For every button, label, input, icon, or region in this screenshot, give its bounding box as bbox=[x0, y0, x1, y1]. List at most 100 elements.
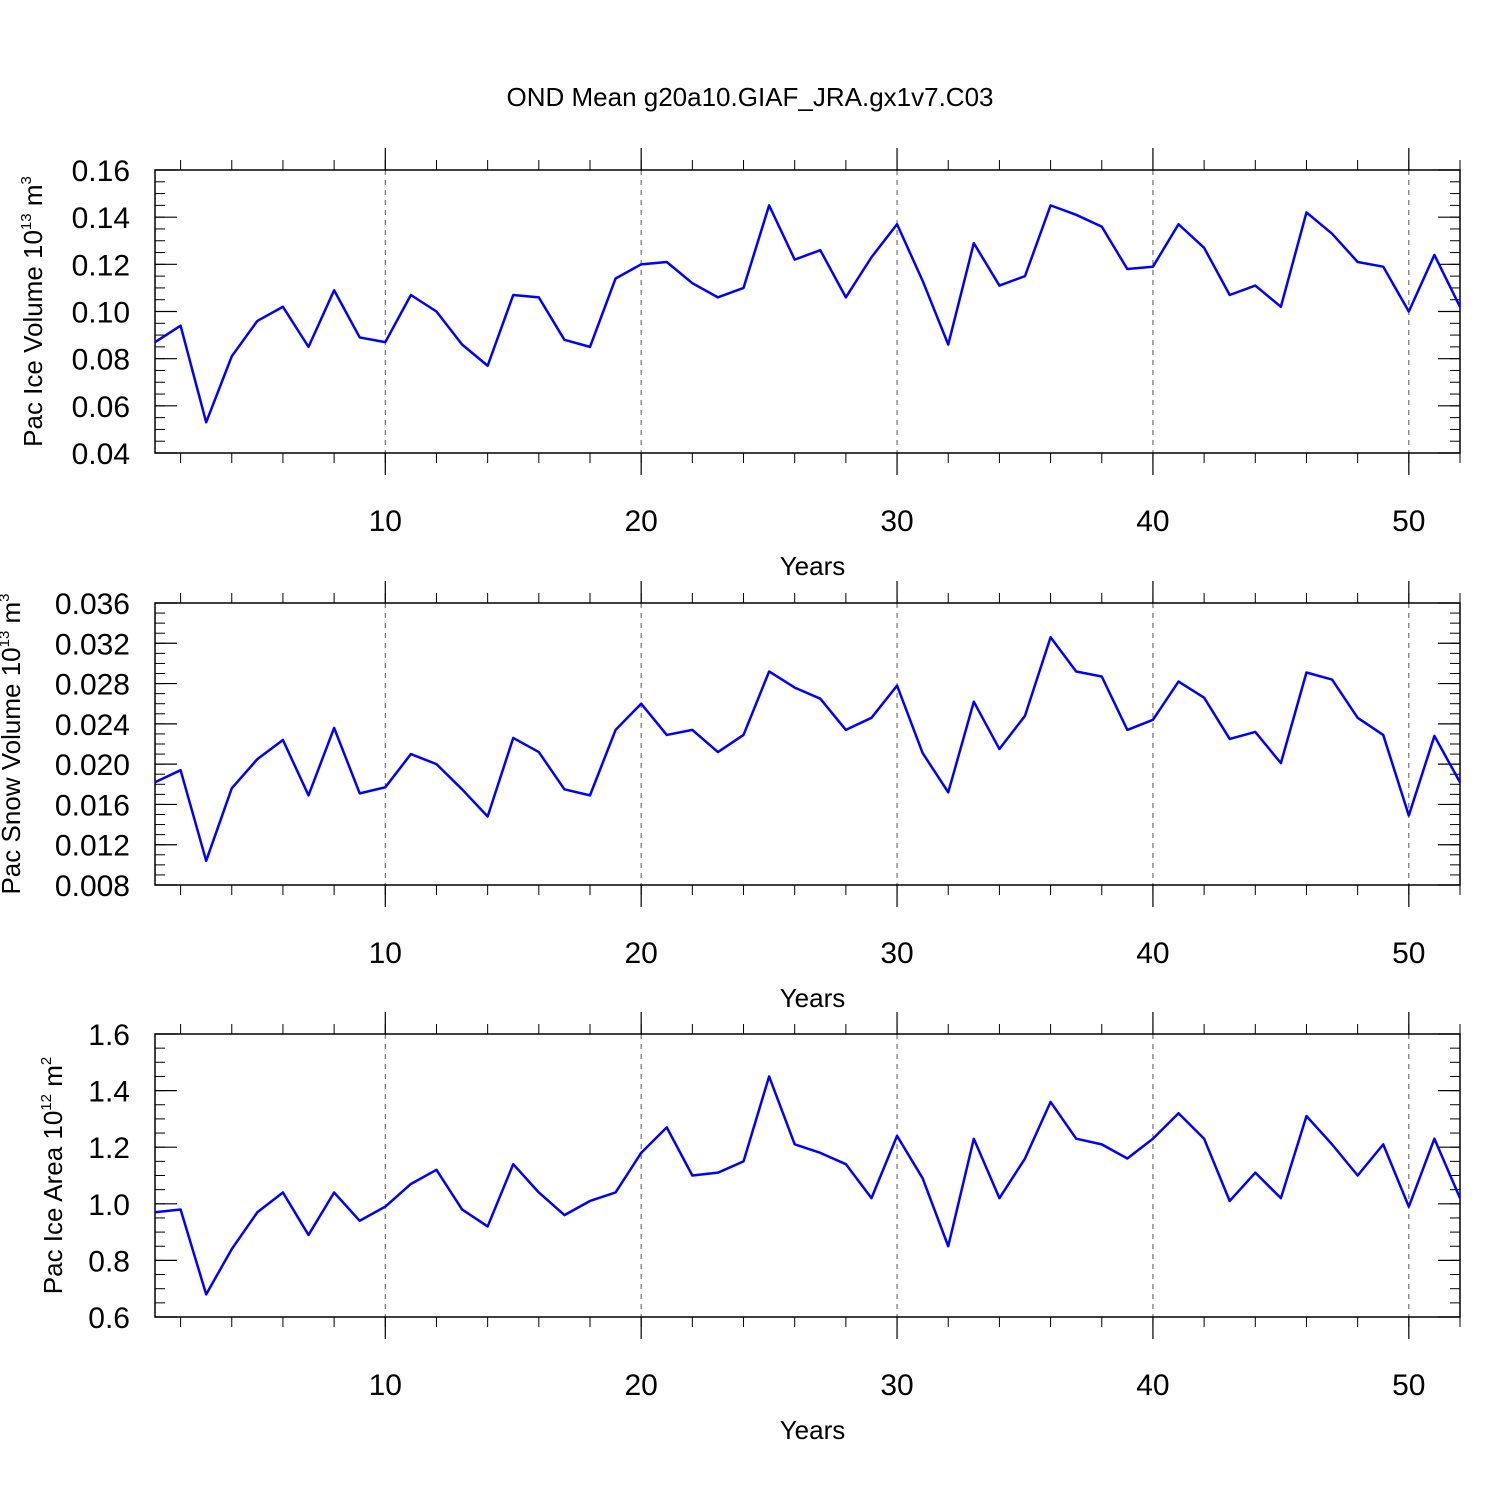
data-point bbox=[818, 248, 822, 252]
y-axis-label-prefix: Pac Snow Volume 10 bbox=[0, 647, 26, 894]
data-point bbox=[895, 1134, 899, 1138]
data-point bbox=[230, 354, 234, 358]
data-point bbox=[1279, 305, 1283, 309]
data-point bbox=[1458, 1196, 1462, 1200]
x-axis-label: Years bbox=[780, 551, 846, 581]
plot-frame bbox=[154, 169, 1461, 454]
x-axis-label: Years bbox=[780, 983, 846, 1013]
data-point bbox=[562, 787, 566, 791]
x-tick-label: 50 bbox=[1392, 937, 1425, 970]
y-axis-label-prefix: Pac Ice Area 10 bbox=[38, 1111, 68, 1295]
data-point bbox=[486, 815, 490, 819]
data-point bbox=[614, 728, 618, 732]
y-axis-label-sup1: 12 bbox=[38, 1094, 55, 1111]
data-point bbox=[307, 793, 311, 797]
data-point bbox=[255, 757, 259, 761]
data-point bbox=[614, 276, 618, 280]
data-point bbox=[486, 1224, 490, 1228]
data-point bbox=[588, 345, 592, 349]
data-point bbox=[1023, 1157, 1027, 1161]
data-point bbox=[690, 1174, 694, 1178]
data-point bbox=[409, 1182, 413, 1186]
data-point bbox=[869, 255, 873, 259]
y-axis-label-mid: m bbox=[18, 184, 48, 213]
y-tick-label: 1.6 bbox=[88, 1019, 130, 1052]
series-line bbox=[154, 1075, 1462, 1296]
data-point bbox=[179, 768, 183, 772]
x-axis-label: Years bbox=[780, 1415, 846, 1445]
data-point bbox=[179, 1207, 183, 1211]
data-point bbox=[1432, 253, 1436, 257]
data-point bbox=[818, 697, 822, 701]
data-point bbox=[895, 684, 899, 688]
data-point bbox=[562, 338, 566, 342]
data-point bbox=[1049, 635, 1053, 639]
panels: 0.04 0.06 0.08 0.10 0.12 0.14 0.16 10 20 30 40 50 Ye… bbox=[0, 148, 1462, 1445]
y-tick-label: 0.12 bbox=[72, 249, 130, 282]
data-point bbox=[1202, 246, 1206, 250]
data-point bbox=[716, 295, 720, 299]
data-point bbox=[742, 1159, 746, 1163]
data-point bbox=[1177, 1111, 1181, 1115]
data-point bbox=[639, 702, 643, 706]
data-point bbox=[1356, 716, 1360, 720]
data-point bbox=[1100, 1142, 1104, 1146]
y-tick-label: 0.6 bbox=[88, 1302, 130, 1335]
data-point bbox=[588, 1199, 592, 1203]
data-point bbox=[997, 1196, 1001, 1200]
plot-frame bbox=[154, 602, 1461, 886]
y-axis-label-mid: m bbox=[38, 1065, 68, 1094]
x-tick-label: 20 bbox=[624, 505, 657, 538]
data-point bbox=[409, 293, 413, 297]
x-tick-label: 10 bbox=[369, 505, 402, 538]
x-tick-label: 50 bbox=[1392, 505, 1425, 538]
data-point bbox=[767, 203, 771, 207]
data-point bbox=[1279, 1196, 1283, 1200]
data-point bbox=[639, 262, 643, 266]
data-point bbox=[1407, 814, 1411, 818]
series-line bbox=[154, 204, 1462, 424]
data-point bbox=[307, 1233, 311, 1237]
data-point bbox=[1074, 213, 1078, 217]
data-point bbox=[767, 669, 771, 673]
data-point bbox=[1074, 1137, 1078, 1141]
data-point bbox=[1228, 1199, 1232, 1203]
data-point bbox=[1279, 761, 1283, 765]
data-point bbox=[742, 733, 746, 737]
data-point bbox=[204, 1292, 208, 1296]
y-tick-label: 0.16 bbox=[72, 155, 130, 188]
y-tick-label: 0.06 bbox=[72, 391, 130, 424]
data-point bbox=[1381, 265, 1385, 269]
data-point bbox=[869, 716, 873, 720]
data-point bbox=[1381, 733, 1385, 737]
data-point bbox=[869, 1196, 873, 1200]
x-tick-label: 30 bbox=[880, 1369, 913, 1402]
data-point bbox=[793, 258, 797, 262]
y-tick-label: 0.020 bbox=[55, 749, 130, 782]
data-point bbox=[946, 790, 950, 794]
data-point bbox=[358, 1219, 362, 1223]
data-point bbox=[1177, 680, 1181, 684]
y-tick-label: 0.024 bbox=[55, 709, 130, 742]
y-tick-label: 0.08 bbox=[72, 344, 130, 377]
data-point bbox=[358, 791, 362, 795]
data-point bbox=[665, 1125, 669, 1129]
data-point bbox=[434, 762, 438, 766]
data-point bbox=[1100, 675, 1104, 679]
data-point bbox=[844, 295, 848, 299]
y-axis-label: Pac Ice Volume 1013 m3 bbox=[18, 176, 48, 447]
x-tick-label: 20 bbox=[624, 1369, 657, 1402]
data-point bbox=[204, 859, 208, 863]
data-point bbox=[844, 728, 848, 732]
data-point bbox=[281, 305, 285, 309]
data-point bbox=[767, 1074, 771, 1078]
data-point bbox=[1023, 274, 1027, 278]
data-point bbox=[255, 319, 259, 323]
panel-1: 0.04 0.06 0.08 0.10 0.12 0.14 0.16 10 20 30 40 50 Ye… bbox=[18, 148, 1462, 581]
data-point bbox=[1356, 260, 1360, 264]
data-point bbox=[1432, 1137, 1436, 1141]
y-axis-label-sup1: 13 bbox=[18, 213, 35, 230]
data-point bbox=[511, 293, 515, 297]
data-point bbox=[972, 700, 976, 704]
